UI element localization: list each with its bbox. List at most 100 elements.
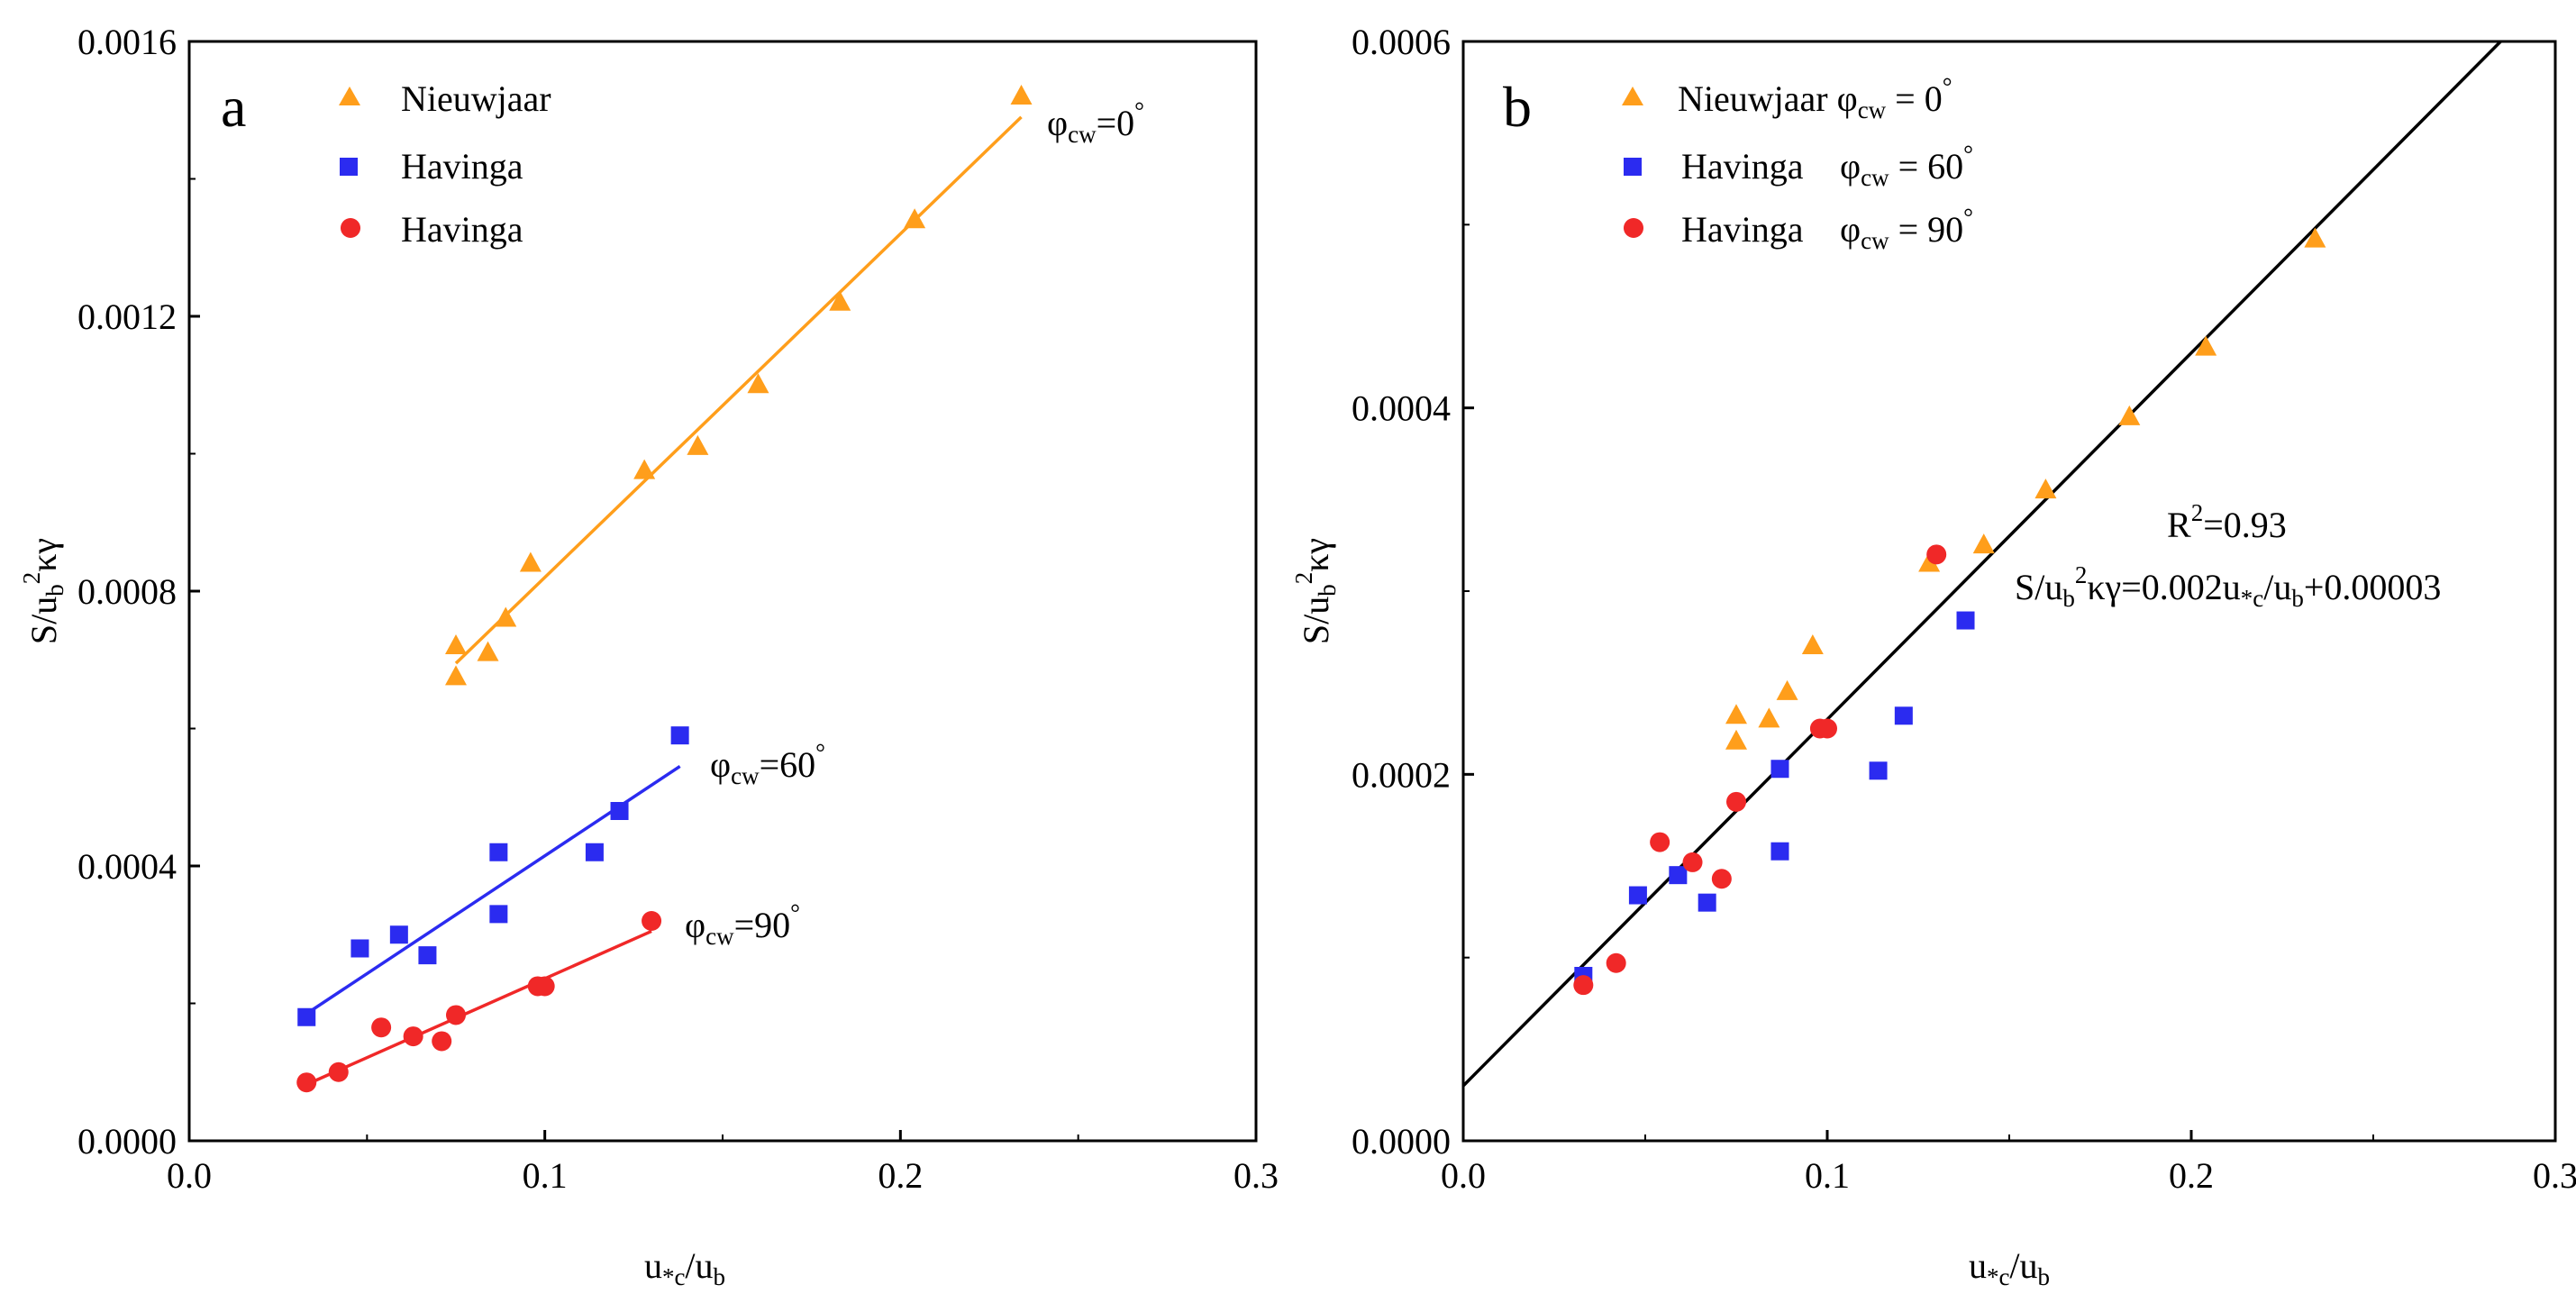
panel-b: 0.0 0.1 0.2 0.3 0.0000 0.0002 0.0004 0.0006 b N… (1290, 22, 2576, 1290)
panel-a-point-circle (371, 1017, 392, 1038)
panel-a-point-triangle (445, 634, 467, 654)
panel-a-point-triangle (477, 641, 499, 661)
panel-a-x-tick-label: 0.1 (523, 1155, 568, 1196)
panel-a-point-square (489, 905, 508, 924)
panel-a-point-triangle (687, 434, 709, 455)
panel-b-point-triangle (1972, 533, 1995, 554)
panel-a-point-square (350, 939, 369, 958)
panel-b-point-square (1698, 893, 1716, 912)
legend-marker-circle (341, 218, 360, 238)
legend-label-havinga-90: Havinga φcw = 90° (1681, 204, 1973, 254)
panel-a-x-tick-label: 0.0 (167, 1155, 212, 1196)
panel-b-point-square (1894, 706, 1913, 725)
panel-a-ticks: 0.0 0.1 0.2 0.3 0.0000 0.0004 0.0008 0.0012 0.00… (77, 22, 1279, 1196)
panel-a-point-square (297, 1007, 316, 1026)
panel-b-point-circle (1606, 952, 1626, 973)
panel-a-y-tick-label: 0.0004 (77, 846, 177, 887)
legend-label-havinga-90: Havinga (401, 209, 523, 250)
panel-b-point-square (1669, 866, 1688, 885)
legend-marker-square (1624, 158, 1642, 176)
panel-a-point-circle (534, 976, 555, 997)
panel-b-point-square (1770, 842, 1789, 861)
panel-a-point-triangle (1010, 85, 1033, 105)
legend-marker-square (340, 158, 358, 176)
panel-a-point-triangle (829, 290, 851, 311)
panel-b-y-tick-label: 0.0004 (1352, 388, 1451, 429)
panel-b-regression-line (1461, 40, 2502, 1088)
panel-a-point-triangle (633, 459, 656, 479)
panel-b-point-circle (1650, 832, 1670, 852)
panel-a-point-square (610, 802, 629, 820)
panel-b-point-triangle (2195, 335, 2217, 356)
panel-a-point-square (418, 946, 437, 965)
panel-b-y-tick-label: 0.0000 (1352, 1121, 1451, 1162)
panel-b-point-triangle (1776, 679, 1798, 700)
r-squared-label: R2=0.93 (2167, 499, 2287, 545)
panel-b-point-square (1770, 760, 1789, 779)
panel-a-y-axis-label: S/ub2κγ (18, 538, 68, 644)
panel-a-fit-line-triangle (454, 115, 1023, 665)
panel-b-point-circle (1711, 869, 1732, 889)
panel-a-y-tick-label: 0.0000 (77, 1121, 177, 1162)
panel-b-fit-lines (1461, 40, 2502, 1088)
panel-b-legend: Nieuwjaar φcw = 0° Havinga φcw = 60° Havi… (1622, 73, 1973, 254)
panel-b-ticks: 0.0 0.1 0.2 0.3 0.0000 0.0002 0.0004 0.0006 (1352, 22, 2576, 1196)
panel-a-plot-frame (187, 40, 1258, 1143)
panel-b-x-tick-label: 0.3 (2533, 1155, 2576, 1196)
panel-b-label: b (1503, 75, 1532, 139)
panel-b-point-triangle (1918, 551, 1941, 572)
panel-b-y-axis-label: S/ub2κγ (1290, 538, 1341, 644)
regression-equation: S/ub2κγ=0.002u*c/ub+0.00003 (2015, 561, 2441, 612)
panel-b-point-square (1869, 761, 1888, 780)
panel-b-point-circle (1817, 718, 1837, 739)
panel-a-point-circle (446, 1005, 466, 1025)
panel-a-x-tick-label: 0.2 (878, 1155, 923, 1196)
panel-a-x-tick-label: 0.3 (1233, 1155, 1279, 1196)
panel-a-point-triangle (904, 208, 926, 229)
panel-b-x-axis-label: u*c/ub (1969, 1245, 2050, 1290)
legend-label-havinga-60: Havinga (401, 146, 523, 187)
panel-b-x-tick-label: 0.0 (1441, 1155, 1486, 1196)
legend-label-havinga-60: Havinga φcw = 60° (1681, 141, 1973, 191)
panel-a-y-tick-label: 0.0008 (77, 571, 177, 612)
panel-a-y-tick-label: 0.0012 (77, 296, 177, 337)
panel-b-point-triangle (2034, 478, 2057, 499)
panel-b-y-tick-label: 0.0002 (1352, 754, 1451, 795)
legend-label-nieuwjaar-0: Nieuwjaar φcw = 0° (1678, 73, 1952, 123)
panel-a-fit-line-circle (305, 929, 652, 1087)
panel-b-y-tick-label: 0.0006 (1352, 22, 1451, 62)
panel-a-point-circle (642, 911, 662, 931)
panel-a-y-tick-label: 0.0016 (77, 22, 177, 62)
panel-b-point-triangle (2118, 405, 2141, 425)
annotation-phi-cw-90: φcw=90° (685, 899, 800, 950)
panel-b-point-triangle (1758, 707, 1780, 728)
panel-a-point-triangle (445, 665, 467, 686)
panel-b-points (1573, 227, 2326, 996)
panel-a-point-triangle (495, 606, 517, 627)
panel-a-point-circle (403, 1026, 423, 1047)
panel-b-point-triangle (1801, 634, 1824, 654)
legend-marker-triangle (339, 87, 360, 105)
panel-a-point-square (489, 843, 508, 861)
legend-marker-triangle (1622, 87, 1643, 105)
panel-a-point-triangle (747, 373, 769, 394)
legend-marker-circle (1624, 218, 1643, 238)
panel-a-points (296, 85, 1033, 1093)
panel-b-point-square (1628, 886, 1647, 905)
panel-b-point-triangle (1725, 729, 1747, 750)
panel-a-point-square (670, 726, 689, 745)
panel-a-legend: Nieuwjaar Havinga Havinga (339, 78, 551, 250)
panel-b-x-tick-label: 0.2 (2169, 1155, 2214, 1196)
panel-a-fit-lines (305, 115, 1023, 1087)
panel-b-point-circle (1726, 791, 1746, 812)
panel-b-x-tick-label: 0.1 (1805, 1155, 1850, 1196)
panel-b-point-triangle (2304, 227, 2326, 248)
panel-a-point-triangle (519, 551, 542, 572)
panel-b-point-circle (1926, 544, 1947, 565)
panel-a: 0.0 0.1 0.2 0.3 0.0000 0.0004 0.0008 0.0012 0.00… (18, 22, 1279, 1290)
legend-label-nieuwjaar: Nieuwjaar (401, 78, 551, 119)
annotation-phi-cw-60: φcw=60° (710, 739, 825, 789)
panel-b-point-circle (1682, 852, 1703, 872)
panel-a-x-axis-label: u*c/ub (644, 1245, 725, 1290)
